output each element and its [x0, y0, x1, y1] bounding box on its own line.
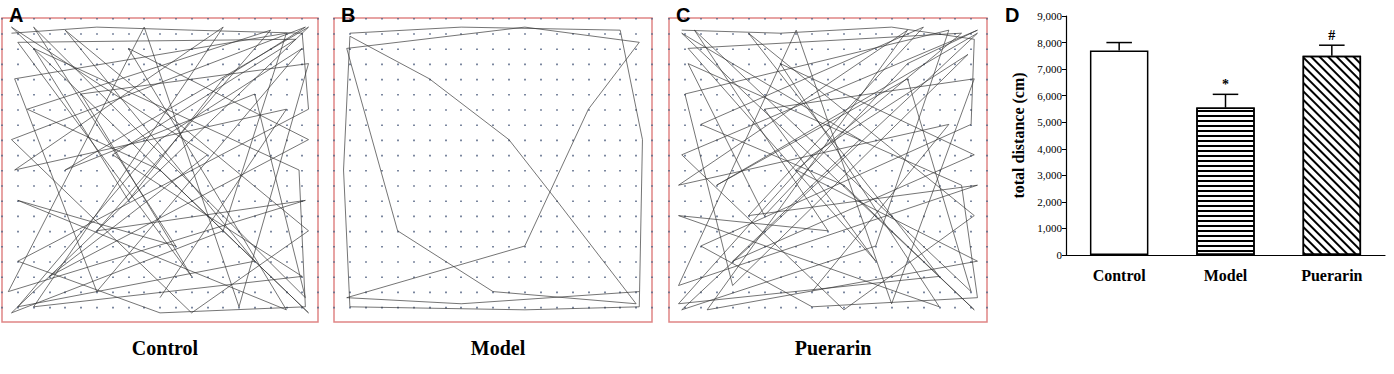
svg-text:Model: Model	[471, 337, 526, 359]
svg-text:2,000: 2,000	[1037, 196, 1062, 208]
svg-text:#: #	[1328, 28, 1335, 43]
svg-text:B: B	[341, 4, 355, 26]
svg-text:4,000: 4,000	[1037, 143, 1062, 155]
svg-text:D: D	[1005, 4, 1019, 26]
svg-text:Model: Model	[1204, 267, 1248, 284]
svg-text:Control: Control	[132, 337, 199, 359]
svg-text:1,000: 1,000	[1037, 222, 1062, 234]
svg-text:Puerarin: Puerarin	[795, 337, 872, 359]
svg-text:9,000: 9,000	[1037, 10, 1062, 22]
svg-text:3,000: 3,000	[1037, 169, 1062, 181]
svg-text:Puerarin: Puerarin	[1301, 267, 1362, 284]
svg-text:8,000: 8,000	[1037, 37, 1062, 49]
svg-text:total distance (cm): total distance (cm)	[1010, 72, 1028, 198]
svg-text:C: C	[676, 4, 690, 26]
svg-text:0: 0	[1057, 249, 1063, 261]
svg-text:7,000: 7,000	[1037, 63, 1062, 75]
svg-text:5,000: 5,000	[1037, 116, 1062, 128]
svg-text:6,000: 6,000	[1037, 90, 1062, 102]
svg-text:*: *	[1222, 77, 1229, 92]
svg-text:A: A	[9, 4, 23, 26]
svg-text:Control: Control	[1093, 267, 1147, 284]
